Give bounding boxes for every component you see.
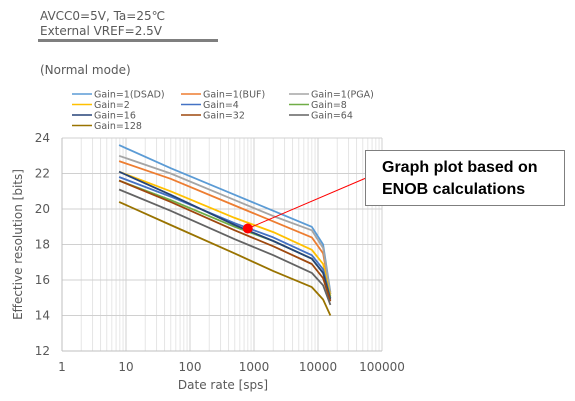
y-tick-label: 22 <box>35 167 50 181</box>
legend: Gain=1(DSAD) Gain=1(BUF) Gain=1(PGA) Gain=2… <box>72 90 374 132</box>
callout-line1: Graph plot based on <box>382 159 538 176</box>
series-line <box>118 154 332 295</box>
x-tick-label: 10000 <box>299 360 337 374</box>
legend-label: Gain=8 <box>311 100 347 111</box>
annotation <box>242 177 367 234</box>
x-tick-label: 100000 <box>359 360 405 374</box>
legend-label: Gain=16 <box>94 111 136 122</box>
series-line <box>118 179 332 302</box>
y-axis-title: Effective resolution [bits] <box>11 169 25 320</box>
y-tick-label: 14 <box>35 309 50 323</box>
callout-line2: ENOB calculations <box>382 181 526 198</box>
series-line <box>118 176 332 299</box>
series-line <box>118 201 332 316</box>
annotation-pointer <box>247 177 367 229</box>
annotation-marker <box>242 223 253 234</box>
y-tick-label: 20 <box>35 202 50 216</box>
y-tick-label: 18 <box>35 238 50 252</box>
legend-label: Gain=64 <box>311 111 353 122</box>
vref-text: External VREF=2.5V <box>40 24 162 38</box>
x-tick-label: 100 <box>179 360 202 374</box>
series-line <box>118 144 332 293</box>
x-tick-label: 1000 <box>239 360 270 374</box>
series-line <box>118 170 332 297</box>
legend-label: Gain=1(BUF) <box>203 90 265 101</box>
header-divider <box>38 39 218 42</box>
condition-text: AVCC0=5V, Ta=25℃ <box>40 9 166 23</box>
mode-text: (Normal mode) <box>40 63 131 77</box>
legend-label: Gain=2 <box>94 100 130 111</box>
legend-label: Gain=128 <box>94 121 142 132</box>
series-line <box>118 188 332 306</box>
legend-label: Gain=1(PGA) <box>311 90 374 101</box>
grid <box>61 137 383 352</box>
series-group <box>118 144 332 316</box>
legend-label: Gain=32 <box>203 111 245 122</box>
x-tick-label: 1 <box>58 360 66 374</box>
axes: 1 10 100 1000 10000 100000 12 14 16 18 20 22 24 Date … <box>11 131 405 392</box>
x-axis-title: Date rate [sps] <box>178 378 268 392</box>
y-tick-label: 12 <box>35 344 50 358</box>
x-tick-label: 10 <box>118 360 133 374</box>
y-tick-label: 16 <box>35 273 50 287</box>
y-tick-label: 24 <box>35 131 50 145</box>
legend-label: Gain=1(DSAD) <box>94 90 165 101</box>
series-line <box>118 170 332 300</box>
callout-box: Graph plot based on ENOB calculations <box>365 150 565 206</box>
legend-label: Gain=4 <box>203 100 239 111</box>
